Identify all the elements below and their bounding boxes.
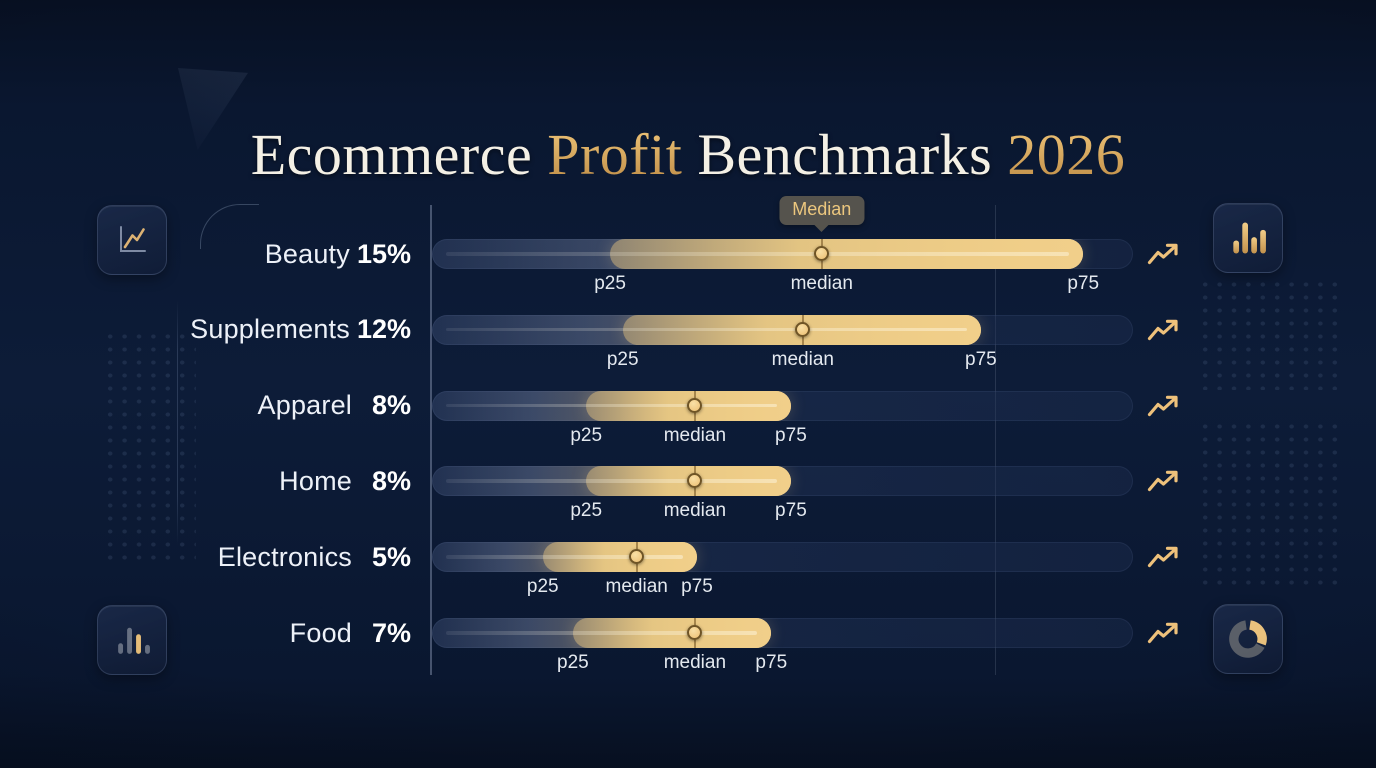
range-bar-track — [432, 466, 1133, 497]
bar-highlight-stripe — [446, 479, 777, 483]
range-bar-track — [432, 542, 1133, 573]
title-word: Benchmarks — [697, 121, 993, 187]
trend-up-icon — [1147, 319, 1178, 340]
median-label: median — [663, 500, 727, 522]
row-label: Home 8% — [110, 465, 411, 497]
median-percent-value: 12% — [356, 314, 411, 345]
p25-label: p25 — [570, 424, 603, 446]
benchmark-row: Beauty 15% p25 median p75 Median — [0, 196, 1376, 301]
title-year-accent: 2026 — [1007, 121, 1126, 187]
benchmark-row: Supplements 12% p25 median p75 — [0, 314, 1376, 377]
row-label: Apparel 8% — [110, 390, 411, 422]
median-percent-value: 5% — [371, 541, 411, 572]
row-label: Food 7% — [110, 617, 411, 649]
trend-up-icon — [1147, 622, 1178, 644]
trend-up-icon — [1147, 243, 1178, 265]
title-word-accent: Profit — [547, 121, 683, 187]
p75-label: p75 — [775, 424, 807, 446]
trend-up-icon — [1147, 471, 1178, 492]
category-label: Supplements — [190, 314, 350, 345]
title-word: Ecommerce — [250, 121, 533, 187]
range-bar-track — [432, 390, 1133, 421]
median-label: median — [663, 652, 727, 673]
median-marker[interactable] — [687, 397, 703, 413]
trend-up-icon — [1147, 546, 1178, 568]
median-percent-value: 15% — [356, 238, 411, 269]
bar-highlight-stripe — [446, 327, 967, 332]
p75-label: p75 — [1067, 273, 1100, 294]
median-percent-value: 8% — [371, 390, 411, 421]
p75-label: p75 — [965, 348, 997, 370]
category-label: Apparel — [257, 390, 352, 421]
bar-highlight-stripe — [446, 631, 758, 635]
median-label: median — [790, 273, 853, 294]
p25-label: p25 — [594, 273, 626, 294]
median-percent-value: 8% — [371, 465, 411, 496]
category-label: Home — [279, 465, 352, 496]
median-label: median — [771, 348, 834, 370]
benchmark-row: Food 7% p25 median p75 — [0, 618, 1376, 680]
range-bar-track — [432, 314, 1133, 345]
median-tooltip: Median — [779, 196, 865, 225]
range-bar-track — [432, 618, 1133, 648]
range-bar-track — [432, 239, 1133, 269]
p75-label: p75 — [775, 500, 807, 522]
row-label: Supplements 12% — [110, 314, 411, 346]
median-label: median — [605, 576, 668, 598]
benchmark-row: Apparel 8% p25 median p75 — [0, 390, 1376, 453]
benchmark-row: Home 8% p25 median p75 — [0, 466, 1376, 528]
median-percent-value: 7% — [371, 617, 411, 648]
p75-label: p75 — [681, 576, 713, 598]
page-title: Ecommerce Profit Benchmarks 2026 — [0, 121, 1376, 188]
p25-label: p25 — [606, 348, 639, 370]
p25-label: p25 — [526, 576, 559, 598]
category-label: Food — [289, 617, 352, 648]
p25-label: p25 — [557, 652, 589, 673]
category-label: Electronics — [217, 541, 352, 572]
median-label: median — [663, 424, 727, 446]
p25-label: p25 — [570, 500, 603, 522]
p75-label: p75 — [755, 652, 788, 673]
bar-highlight-stripe — [446, 252, 1070, 256]
row-label: Beauty 15% — [110, 238, 411, 270]
trend-up-icon — [1147, 395, 1178, 416]
category-label: Beauty — [264, 238, 350, 269]
bar-highlight-stripe — [446, 555, 683, 559]
bar-highlight-stripe — [446, 403, 777, 408]
benchmark-row: Electronics 5% p25 median p75 — [0, 542, 1376, 604]
row-label: Electronics 5% — [110, 541, 411, 573]
